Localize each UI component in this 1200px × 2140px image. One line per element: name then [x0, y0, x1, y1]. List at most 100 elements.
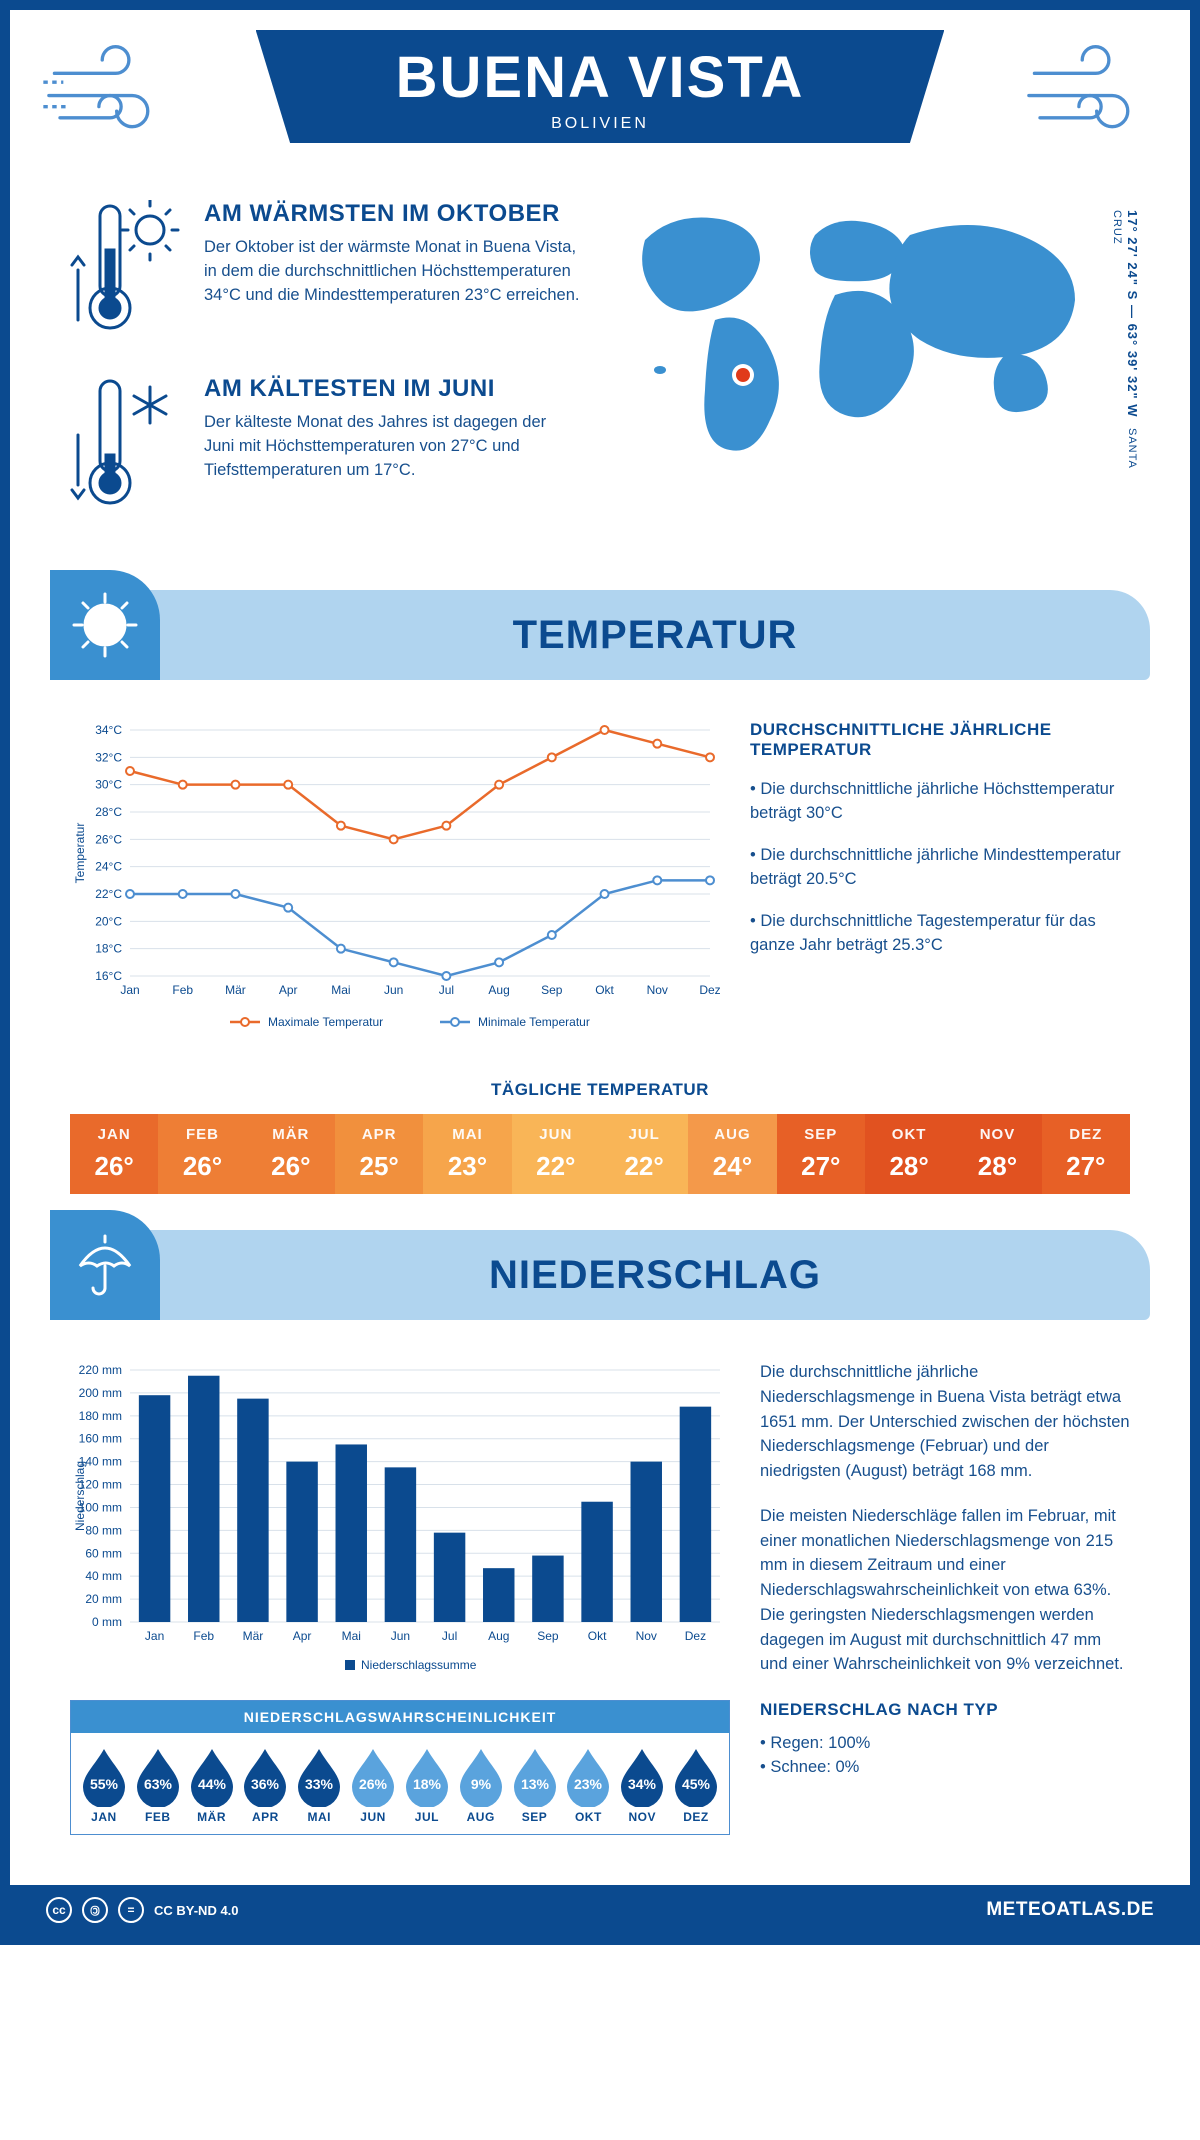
svg-text:44%: 44%	[198, 1776, 227, 1792]
svg-text:40 mm: 40 mm	[85, 1569, 122, 1583]
temperature-banner: TEMPERATUR	[50, 590, 1150, 680]
probability-drop: 44% MÄR	[185, 1747, 239, 1824]
temperature-title: TEMPERATUR	[160, 613, 1150, 658]
summary: AM WÄRMSTEN IM OKTOBER Der Oktober ist d…	[10, 200, 1190, 580]
svg-text:20 mm: 20 mm	[85, 1592, 122, 1606]
page-title: BUENA VISTA	[396, 44, 805, 111]
wind-icon	[40, 40, 180, 140]
precip-rain: • Regen: 100%	[760, 1731, 1130, 1756]
coordinates: 17° 27' 24" S — 63° 39' 32" W SANTA CRUZ	[1110, 210, 1140, 470]
svg-text:24°C: 24°C	[95, 860, 122, 874]
svg-text:Feb: Feb	[172, 983, 193, 997]
probability-drop: 18% JUL	[400, 1747, 454, 1824]
svg-text:Jun: Jun	[384, 983, 403, 997]
warmest-text: Der Oktober ist der wärmste Monat in Bue…	[204, 236, 580, 308]
probability-drop: 23% OKT	[561, 1747, 615, 1824]
warmest-title: AM WÄRMSTEN IM OKTOBER	[204, 200, 580, 228]
daily-temp-cell: JUN22°	[512, 1114, 600, 1194]
daily-temp-cell: MÄR26°	[247, 1114, 335, 1194]
svg-text:Niederschlagssumme: Niederschlagssumme	[361, 1658, 477, 1672]
svg-text:80 mm: 80 mm	[85, 1523, 122, 1537]
precip-snow: • Schnee: 0%	[760, 1755, 1130, 1780]
footer: cc 🄯 = CC BY-ND 4.0 METEOATLAS.DE	[10, 1885, 1190, 1935]
thermometer-cold-icon	[70, 375, 180, 515]
svg-text:Nov: Nov	[636, 1629, 657, 1643]
probability-drop: 13% SEP	[508, 1747, 562, 1824]
svg-text:Feb: Feb	[193, 1629, 214, 1643]
coldest-text: Der kälteste Monat des Jahres ist dagege…	[204, 411, 580, 483]
svg-text:32°C: 32°C	[95, 750, 122, 764]
header: BUENA VISTA BOLIVIEN	[10, 10, 1190, 200]
temperature-chart: 16°C18°C20°C22°C24°C26°C28°C30°C32°C34°C…	[70, 720, 720, 1040]
license-text: CC BY-ND 4.0	[154, 1903, 239, 1918]
probability-drop: 55% JAN	[77, 1747, 131, 1824]
probability-drop: 9% AUG	[454, 1747, 508, 1824]
daily-temp-cell: JUL22°	[600, 1114, 688, 1194]
svg-text:Jun: Jun	[391, 1629, 410, 1643]
svg-text:63%: 63%	[144, 1776, 173, 1792]
daily-temp-cell: APR25°	[335, 1114, 423, 1194]
svg-text:Okt: Okt	[595, 983, 614, 997]
title-banner: BUENA VISTA BOLIVIEN	[256, 30, 945, 143]
daily-temp-cell: MAI23°	[423, 1114, 511, 1194]
by-icon: 🄯	[82, 1897, 108, 1923]
probability-drop: 34% NOV	[615, 1747, 669, 1824]
svg-text:22°C: 22°C	[95, 887, 122, 901]
probability-drop: 63% FEB	[131, 1747, 185, 1824]
temp-bullet: • Die durchschnittliche jährliche Höchst…	[750, 778, 1130, 826]
probability-drop: 33% MAI	[292, 1747, 346, 1824]
svg-text:Apr: Apr	[293, 1629, 312, 1643]
thermometer-hot-icon	[70, 200, 180, 340]
probability-drop: 45% DEZ	[669, 1747, 723, 1824]
svg-text:28°C: 28°C	[95, 805, 122, 819]
nd-icon: =	[118, 1897, 144, 1923]
precip-bytype-title: NIEDERSCHLAG NACH TYP	[760, 1697, 1130, 1723]
svg-text:20°C: 20°C	[95, 914, 122, 928]
svg-text:60 mm: 60 mm	[85, 1546, 122, 1560]
svg-text:23%: 23%	[574, 1776, 603, 1792]
svg-text:Jul: Jul	[442, 1629, 457, 1643]
svg-text:Dez: Dez	[699, 983, 720, 997]
probability-drop: 26% JUN	[346, 1747, 400, 1824]
umbrella-icon	[70, 1230, 140, 1300]
daily-temp-cell: OKT28°	[865, 1114, 953, 1194]
precipitation-banner: NIEDERSCHLAG	[50, 1230, 1150, 1320]
svg-text:Aug: Aug	[488, 1629, 509, 1643]
svg-text:Mai: Mai	[342, 1629, 361, 1643]
svg-text:Okt: Okt	[588, 1629, 607, 1643]
wind-icon	[1020, 40, 1160, 140]
svg-text:34%: 34%	[628, 1776, 657, 1792]
precipitation-chart: 0 mm20 mm40 mm60 mm80 mm100 mm120 mm140 …	[70, 1360, 730, 1680]
warmest-block: AM WÄRMSTEN IM OKTOBER Der Oktober ist d…	[70, 200, 580, 345]
precip-paragraph: Die durchschnittliche jährliche Niedersc…	[760, 1360, 1130, 1484]
svg-text:16°C: 16°C	[95, 969, 122, 983]
svg-text:Jan: Jan	[145, 1629, 164, 1643]
svg-text:Minimale Temperatur: Minimale Temperatur	[478, 1015, 590, 1029]
precipitation-title: NIEDERSCHLAG	[160, 1253, 1150, 1298]
probability-box: NIEDERSCHLAGSWAHRSCHEINLICHKEIT 55% JAN …	[70, 1700, 730, 1835]
svg-text:13%: 13%	[521, 1776, 550, 1792]
coldest-block: AM KÄLTESTEN IM JUNI Der kälteste Monat …	[70, 375, 580, 520]
svg-text:160 mm: 160 mm	[79, 1432, 122, 1446]
world-map	[610, 200, 1090, 460]
brand-text: METEOATLAS.DE	[986, 1899, 1154, 1921]
svg-text:18%: 18%	[413, 1776, 442, 1792]
daily-temp-cell: SEP27°	[777, 1114, 865, 1194]
svg-text:Sep: Sep	[541, 983, 563, 997]
precip-paragraph: Die meisten Niederschläge fallen im Febr…	[760, 1504, 1130, 1677]
svg-text:Jul: Jul	[439, 983, 454, 997]
svg-text:34°C: 34°C	[95, 723, 122, 737]
svg-text:Maximale Temperatur: Maximale Temperatur	[268, 1015, 383, 1029]
svg-text:180 mm: 180 mm	[79, 1409, 122, 1423]
svg-text:Temperatur: Temperatur	[73, 823, 87, 884]
page-subtitle: BOLIVIEN	[396, 115, 805, 133]
svg-text:33%: 33%	[305, 1776, 334, 1792]
svg-text:Jan: Jan	[120, 983, 139, 997]
coldest-title: AM KÄLTESTEN IM JUNI	[204, 375, 580, 403]
svg-text:0 mm: 0 mm	[92, 1615, 122, 1629]
svg-text:Sep: Sep	[537, 1629, 559, 1643]
svg-text:Aug: Aug	[488, 983, 509, 997]
daily-temp-cell: DEZ27°	[1042, 1114, 1130, 1194]
svg-text:Mär: Mär	[243, 1629, 264, 1643]
temp-bullet: • Die durchschnittliche Tagestemperatur …	[750, 910, 1130, 958]
